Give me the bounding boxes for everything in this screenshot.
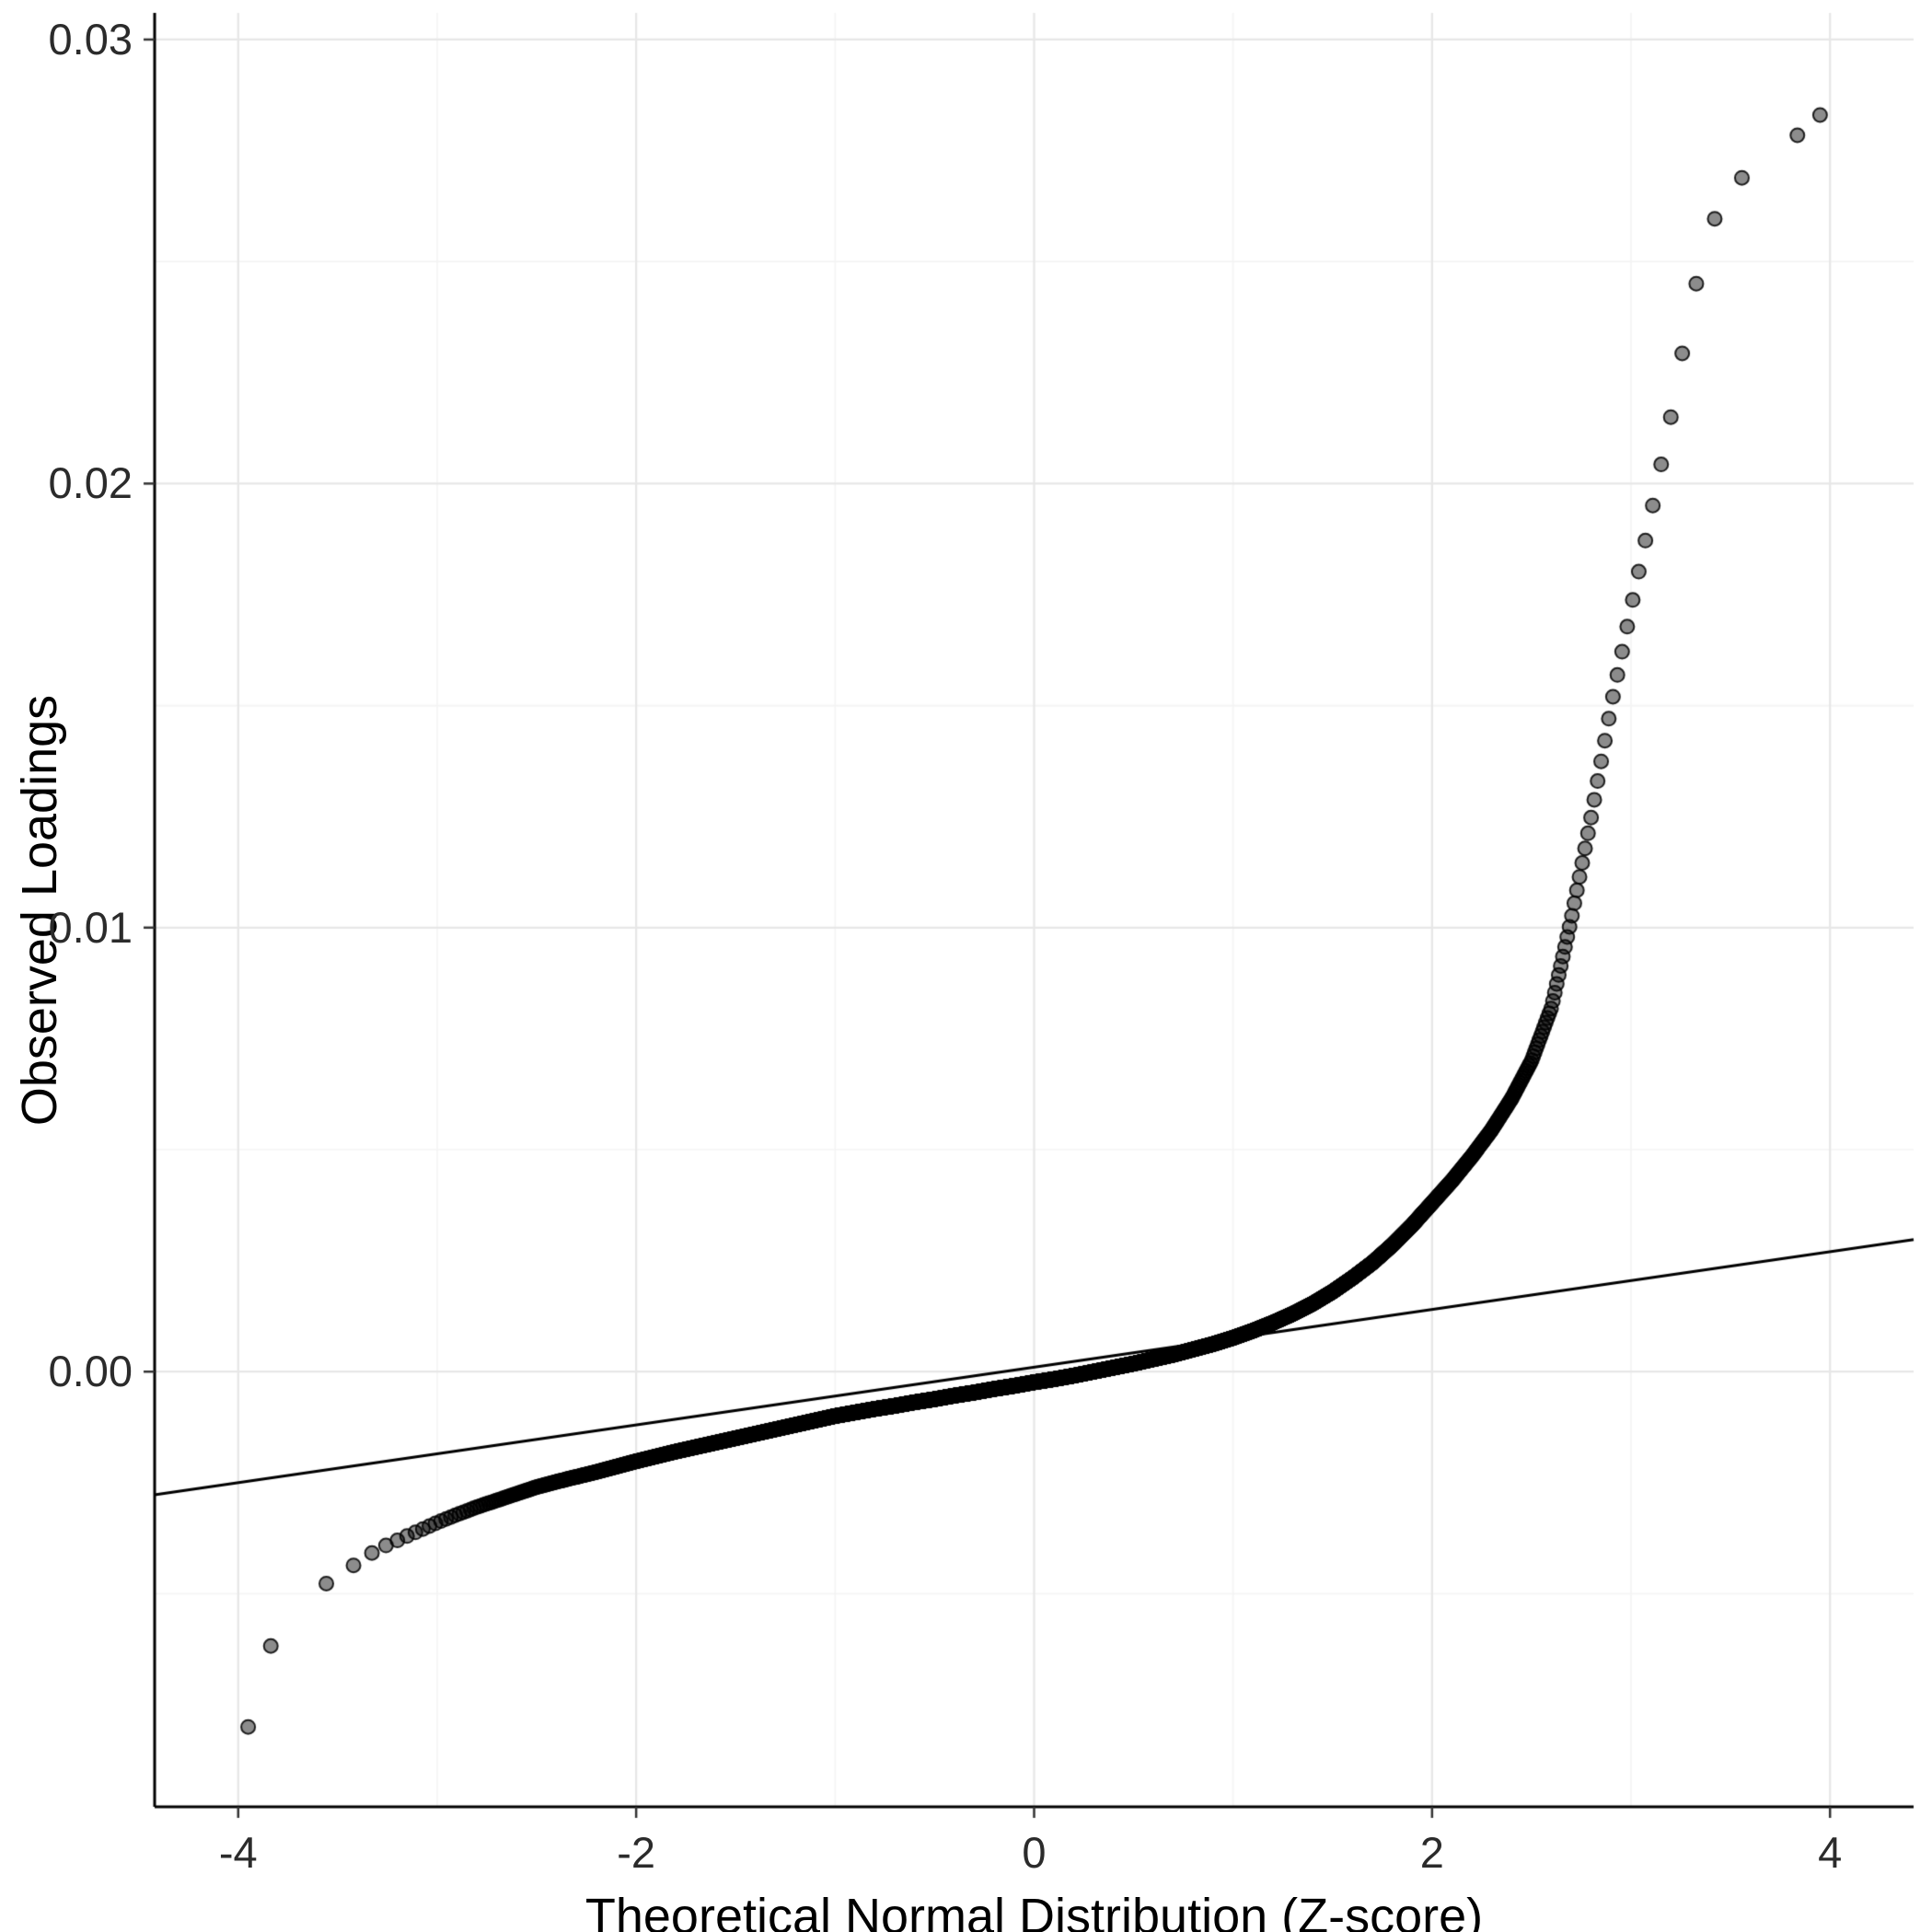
y-tick-label: 0.01 bbox=[48, 902, 133, 952]
x-tick-label: 0 bbox=[1022, 1828, 1047, 1877]
x-tick-label: 2 bbox=[1419, 1828, 1444, 1877]
x-tick-label: 4 bbox=[1818, 1828, 1843, 1877]
y-tick-label: 0.00 bbox=[48, 1347, 133, 1396]
x-axis-title: Theoretical Normal Distribution (Z-score… bbox=[584, 1889, 1484, 1932]
x-tick-label: -4 bbox=[218, 1828, 258, 1877]
y-tick-label: 0.02 bbox=[48, 458, 133, 508]
x-tick-label: -2 bbox=[617, 1828, 656, 1877]
y-tick-label: 0.03 bbox=[48, 14, 133, 64]
